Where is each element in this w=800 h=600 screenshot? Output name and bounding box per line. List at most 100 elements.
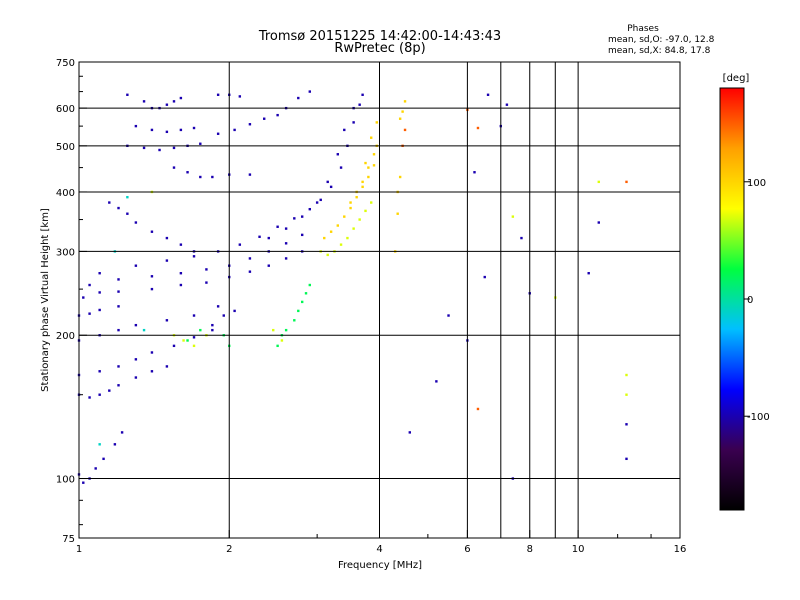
echo-point xyxy=(597,180,600,184)
echo-point xyxy=(403,100,407,103)
echo-point xyxy=(98,308,101,312)
chart-title: Tromsø 20151225 14:42:00-14:43:43 xyxy=(258,29,501,44)
y-tick-label: 600 xyxy=(56,104,75,115)
echo-point xyxy=(117,278,120,281)
plot-area: 1 2 4 6 8 10 16 75 100 200 300 400 500 600 750 xyxy=(56,58,686,555)
echo-point xyxy=(98,272,101,275)
echo-point xyxy=(447,314,450,317)
echo-point xyxy=(401,110,404,113)
echo-point xyxy=(343,128,346,132)
echo-point xyxy=(358,218,361,221)
echo-point xyxy=(367,166,370,169)
echo-point xyxy=(117,328,120,332)
echo-point xyxy=(117,206,120,210)
echo-point xyxy=(165,365,169,368)
colorbar: [deg] 100 0 -100 xyxy=(719,73,770,511)
echo-point xyxy=(361,93,364,96)
echo-point xyxy=(248,270,252,273)
y-ticks: 75 100 200 300 400 500 600 750 xyxy=(56,58,87,545)
echo-point xyxy=(398,117,402,120)
echo-point xyxy=(364,209,367,213)
colorbar-label: [deg] xyxy=(723,73,750,84)
echo-point xyxy=(158,148,161,152)
echo-point xyxy=(120,431,124,434)
echo-point xyxy=(134,124,138,128)
echo-point xyxy=(319,198,322,202)
echo-point xyxy=(88,396,91,399)
y-tick-label: 400 xyxy=(56,188,75,199)
echo-point xyxy=(179,243,183,246)
x-tick-label: 4 xyxy=(376,544,382,555)
echo-point xyxy=(82,481,85,484)
x-tick-label: 16 xyxy=(674,544,687,555)
echo-point xyxy=(323,236,326,240)
echo-point xyxy=(98,370,101,373)
phase-info-heading: Phases xyxy=(627,24,659,34)
echo-point xyxy=(276,225,279,228)
echo-point xyxy=(192,344,196,348)
echo-point xyxy=(134,264,138,267)
echo-point xyxy=(165,236,169,240)
echo-point xyxy=(272,328,275,332)
echo-point xyxy=(150,128,154,132)
echo-point xyxy=(267,264,270,267)
echo-point xyxy=(396,212,399,215)
echo-point xyxy=(329,230,333,233)
echo-point xyxy=(346,236,349,240)
echo-point xyxy=(205,281,208,284)
echo-point xyxy=(222,314,225,317)
echo-point xyxy=(150,351,154,354)
x-tick-label: 8 xyxy=(527,544,533,555)
echo-point xyxy=(476,407,480,411)
echo-point xyxy=(352,121,355,124)
echo-point xyxy=(150,287,154,291)
echo-point xyxy=(367,175,370,179)
echo-point xyxy=(304,292,308,295)
chart-subtitle: RwPretec (8p) xyxy=(334,41,425,56)
echo-point xyxy=(172,100,176,103)
y-tick-label: 300 xyxy=(56,247,75,258)
echo-point xyxy=(172,166,176,169)
colorbar-tick-label: -100 xyxy=(747,412,770,423)
echo-point xyxy=(142,146,146,150)
echo-point xyxy=(117,365,120,368)
echo-point xyxy=(248,257,252,260)
grid-layer xyxy=(79,62,680,538)
echo-point xyxy=(308,207,311,211)
echo-point xyxy=(339,166,343,169)
echo-point xyxy=(179,128,183,132)
colorbar-tick-label: 0 xyxy=(747,295,753,306)
echo-point xyxy=(205,268,208,271)
echo-point xyxy=(476,126,480,130)
echo-point xyxy=(117,290,120,293)
echo-point xyxy=(343,215,346,218)
echo-point xyxy=(361,180,364,184)
echo-point xyxy=(172,344,176,348)
echo-point xyxy=(263,117,266,120)
echo-point xyxy=(625,180,628,184)
echo-point xyxy=(297,96,300,100)
echo-point xyxy=(233,309,236,313)
echo-point xyxy=(284,328,288,332)
echo-point xyxy=(238,95,242,98)
echo-point xyxy=(372,153,376,156)
echo-point xyxy=(398,175,402,179)
echo-point xyxy=(625,393,628,396)
echo-point xyxy=(297,309,300,313)
echo-point xyxy=(142,100,146,103)
y-axis-label: Stationary phase Virtual Height [km] xyxy=(40,208,51,392)
echo-point xyxy=(88,283,91,287)
echo-point xyxy=(117,305,120,308)
echo-point xyxy=(284,257,288,260)
echo-point xyxy=(300,233,304,237)
x-tick-label: 10 xyxy=(572,544,585,555)
echo-point xyxy=(98,393,101,396)
x-ticks: 1 2 4 6 8 10 16 xyxy=(76,530,687,555)
echo-point xyxy=(179,283,183,287)
echo-point xyxy=(361,185,364,189)
echo-point xyxy=(199,142,202,145)
echo-point xyxy=(192,126,196,130)
echo-point xyxy=(216,132,220,135)
echo-point xyxy=(192,314,196,317)
y-tick-label: 750 xyxy=(56,58,75,69)
